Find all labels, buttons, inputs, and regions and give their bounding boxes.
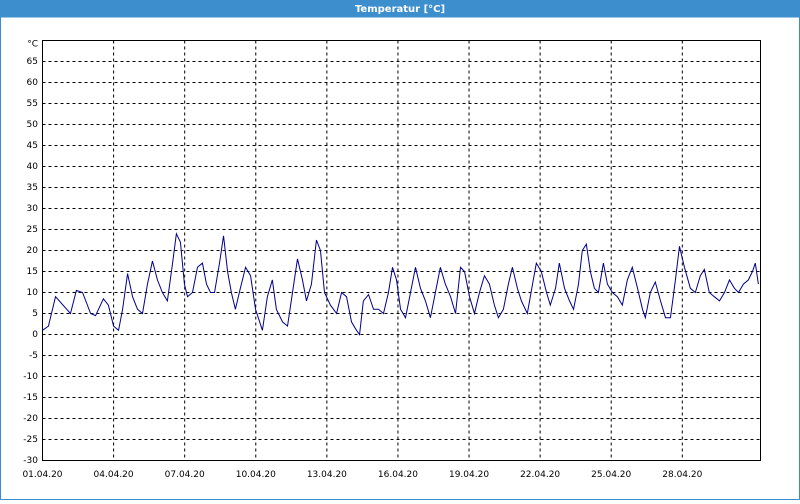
temperature-line [42,231,759,336]
x-tick-label: 04.04.20 [94,470,134,480]
y-tick-label: 35 [27,183,38,193]
x-tick-label: 25.04.20 [591,470,631,480]
y-tick-label: 5 [32,309,38,319]
y-tick-label: 45 [27,141,38,151]
y-tick-label: 40 [27,162,39,172]
y-tick-label: -30 [23,456,38,466]
y-tick-label: 20 [27,246,39,256]
x-tick-label: 19.04.20 [449,470,489,480]
x-tick-label: 16.04.20 [378,470,418,480]
x-tick-label: 10.04.20 [236,470,276,480]
x-tick-label: 01.04.20 [22,470,62,480]
y-tick-label: 10 [27,288,39,298]
y-tick-label: -5 [29,351,38,361]
y-tick-label: 65 [27,57,38,67]
y-tick-label: -10 [23,372,38,382]
title-bar [0,0,800,17]
y-tick-label: -15 [23,393,38,403]
y-tick-label: 55 [27,99,38,109]
chart-title: Temperatur [°C] [355,4,445,15]
y-unit: °C [27,40,38,50]
y-tick-label: -25 [23,435,38,445]
y-tick-label: 15 [27,267,38,277]
x-tick-label: 22.04.20 [520,470,560,480]
x-tick-label: 28.04.20 [662,470,702,480]
y-tick-label: 0 [32,330,38,340]
y-tick-label: -20 [23,414,38,424]
y-tick-label: 60 [27,78,39,88]
y-tick-label: 50 [27,120,39,130]
x-tick-label: 07.04.20 [165,470,205,480]
y-tick-label: 25 [27,225,38,235]
y-tick-label: 30 [27,204,39,214]
x-tick-label: 13.04.20 [307,470,347,480]
